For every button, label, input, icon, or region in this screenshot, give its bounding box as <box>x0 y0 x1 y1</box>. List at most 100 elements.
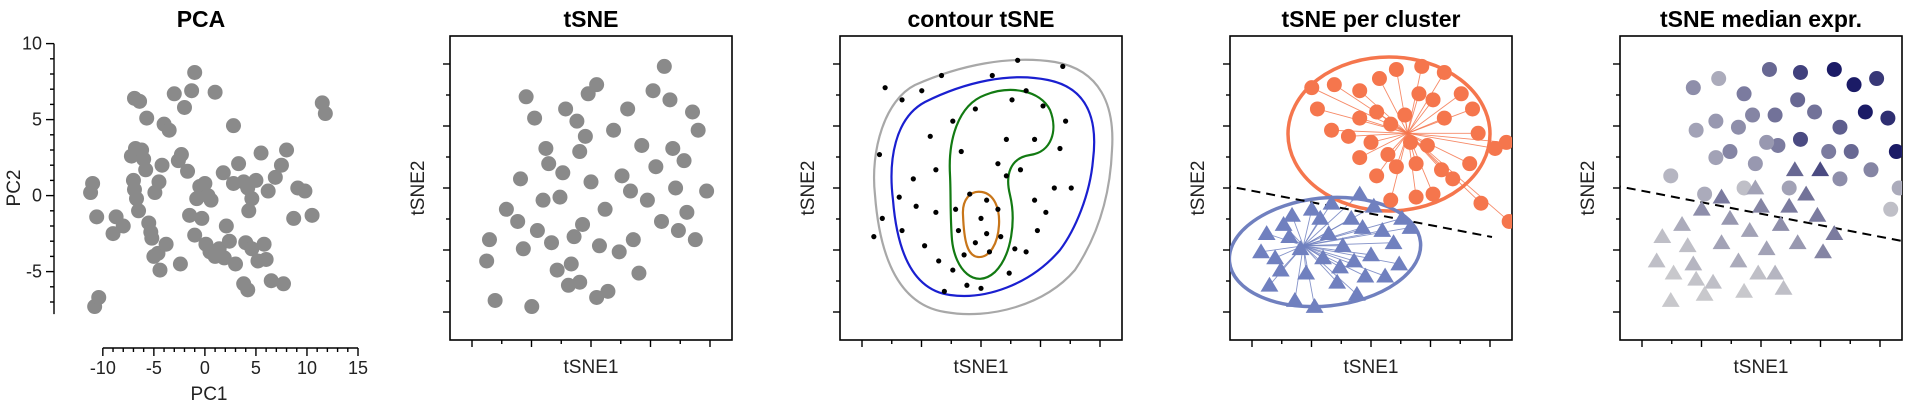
data-point <box>1057 145 1063 152</box>
data-point <box>1685 80 1701 96</box>
data-point <box>207 84 223 100</box>
data-point <box>256 236 272 252</box>
data-point <box>1043 209 1049 215</box>
data-point <box>1397 107 1413 123</box>
data-point <box>1832 171 1848 187</box>
data-point <box>941 288 947 294</box>
panel-tsne-per-cluster: tSNE per cluster tSNE1 tSNE2 <box>1188 6 1513 378</box>
data-point <box>1785 161 1804 177</box>
data-point <box>583 174 599 190</box>
data-point <box>1735 282 1754 298</box>
data-point <box>1425 186 1441 202</box>
data-point <box>589 289 605 305</box>
data-point <box>1661 291 1680 307</box>
y-axis <box>443 63 450 313</box>
data-point <box>1023 249 1029 255</box>
data-point <box>955 227 962 234</box>
data-point <box>1771 215 1790 231</box>
data-point <box>1383 192 1399 208</box>
data-point <box>1356 267 1375 283</box>
panel-title: tSNE median expr. <box>1660 6 1862 32</box>
y-axis <box>833 63 840 313</box>
data-point <box>1034 227 1040 234</box>
data-point <box>1402 134 1418 150</box>
data-point <box>933 209 939 215</box>
data-point <box>218 218 234 234</box>
data-point <box>1826 61 1842 77</box>
data-point <box>1708 150 1724 166</box>
data-point <box>938 72 945 79</box>
data-point <box>919 88 925 94</box>
data-point <box>527 110 543 126</box>
data-point <box>1752 197 1770 213</box>
density-contour-outer <box>873 58 1114 316</box>
data-point <box>876 151 883 158</box>
data-point <box>1770 137 1786 153</box>
data-point <box>1767 107 1783 123</box>
data-point <box>479 253 495 269</box>
data-point <box>481 232 497 248</box>
data-point <box>1003 136 1009 142</box>
data-point <box>972 240 978 246</box>
data-point <box>1730 119 1746 135</box>
data-point <box>1781 180 1797 196</box>
data-point <box>600 283 616 299</box>
data-point <box>972 106 978 112</box>
data-point <box>215 165 231 181</box>
data-point <box>1832 119 1848 135</box>
data-point <box>161 122 177 138</box>
x-tick-label: 5 <box>251 358 261 378</box>
data-point <box>1383 116 1399 132</box>
data-point <box>1697 186 1713 202</box>
decision-boundary <box>1230 185 1493 238</box>
data-point <box>1761 61 1777 77</box>
data-point <box>1749 264 1768 280</box>
data-point <box>1401 219 1420 234</box>
data-point <box>1711 71 1727 87</box>
data-point <box>1462 156 1478 172</box>
cluster-spoke <box>1407 132 1470 165</box>
data-point <box>1766 264 1785 280</box>
data-point <box>1653 228 1672 244</box>
data-point <box>1314 249 1332 265</box>
data-point <box>1305 298 1324 313</box>
data-point <box>1347 285 1366 301</box>
data-point <box>1487 140 1503 156</box>
data-point <box>279 142 295 158</box>
data-point <box>572 144 588 160</box>
cluster-spoke <box>1379 78 1409 134</box>
data-point <box>1408 189 1424 205</box>
data-point <box>1470 125 1486 141</box>
data-point <box>606 122 622 138</box>
data-point <box>184 83 200 99</box>
x-axis-label: PC1 <box>191 384 228 403</box>
x-tick-label: 15 <box>348 358 368 378</box>
data-point <box>1411 86 1427 102</box>
panel-title: tSNE <box>564 6 619 32</box>
data-point <box>1285 291 1304 307</box>
data-point <box>138 162 154 178</box>
data-point <box>1257 225 1276 240</box>
data-point <box>544 235 560 251</box>
data-point <box>524 299 540 315</box>
data-point <box>158 236 174 252</box>
data-point <box>699 183 715 199</box>
data-point <box>1353 219 1372 234</box>
data-point <box>253 145 269 161</box>
data-point <box>555 165 571 181</box>
density-contour-inner <box>890 76 1096 297</box>
data-point <box>286 210 302 226</box>
data-point <box>1843 144 1859 160</box>
data-point <box>560 277 576 293</box>
data-point <box>1017 167 1024 173</box>
data-point <box>182 207 198 223</box>
cluster-ellipses <box>1230 55 1492 309</box>
data-point <box>1023 88 1029 94</box>
data-point <box>1322 194 1341 210</box>
data-point <box>216 250 232 266</box>
cluster-ellipse-blue <box>1230 195 1423 309</box>
data-point <box>967 191 973 197</box>
cluster-spoke <box>1348 132 1408 137</box>
data-point <box>1060 63 1066 69</box>
data-point <box>1352 83 1368 99</box>
